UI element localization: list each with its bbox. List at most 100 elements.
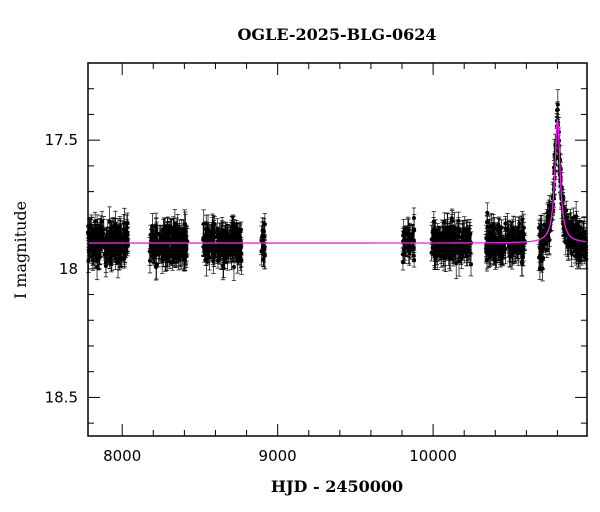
data-point	[571, 215, 576, 220]
data-point	[163, 253, 168, 258]
data-point	[259, 249, 264, 254]
data-point	[176, 233, 181, 238]
data-point	[521, 248, 526, 253]
data-point	[161, 228, 166, 233]
data-point	[113, 254, 118, 259]
data-point	[169, 227, 174, 232]
data-point	[220, 252, 225, 257]
data-point	[485, 210, 490, 215]
data-point	[231, 265, 236, 270]
data-point	[238, 245, 243, 250]
data-point	[455, 231, 460, 236]
data-point	[123, 246, 128, 251]
data-point	[516, 248, 521, 253]
data-point	[203, 234, 208, 239]
data-point	[401, 247, 406, 252]
data-point	[262, 244, 267, 249]
data-point	[184, 246, 189, 251]
data-point	[160, 259, 165, 264]
data-point	[442, 220, 447, 225]
data-point	[455, 248, 460, 253]
data-point	[108, 252, 113, 257]
data-point	[182, 235, 187, 240]
data-point	[445, 225, 450, 230]
data-point	[112, 238, 117, 243]
data-point	[464, 250, 469, 255]
data-point	[174, 254, 179, 259]
data-point	[174, 229, 179, 234]
axis-ticks	[88, 62, 587, 436]
data-point	[94, 234, 99, 239]
data-point	[446, 249, 451, 254]
data-point	[116, 260, 121, 265]
data-point	[104, 238, 109, 243]
data-point	[117, 224, 122, 229]
data-point	[459, 256, 464, 261]
data-point	[234, 225, 239, 230]
data-point	[462, 242, 467, 247]
data-point	[410, 238, 415, 243]
data-point	[459, 245, 464, 250]
data-point	[123, 236, 128, 241]
data-point	[182, 254, 187, 259]
data-point	[492, 231, 497, 236]
data-point	[469, 262, 474, 267]
data-point	[442, 233, 447, 238]
data-point	[226, 251, 231, 256]
x-tick-label: 9000	[259, 447, 297, 465]
data-point	[260, 234, 265, 239]
chart-title: OGLE-2025-BLG-0624	[237, 25, 436, 44]
data-point	[238, 238, 243, 243]
y-tick-label: 18.5	[45, 388, 78, 406]
data-point	[90, 232, 95, 237]
data-point	[401, 233, 406, 238]
data-points	[85, 89, 589, 282]
data-point	[450, 219, 455, 224]
data-point	[466, 231, 471, 236]
data-point	[225, 237, 230, 242]
data-point	[119, 257, 124, 262]
x-axis-label: HJD - 2450000	[271, 477, 403, 496]
data-point	[500, 244, 505, 249]
data-point	[202, 248, 207, 253]
data-point	[116, 236, 121, 241]
data-point	[504, 234, 509, 239]
data-point	[483, 246, 488, 251]
data-point	[107, 259, 112, 264]
data-point	[505, 226, 510, 231]
data-point	[124, 229, 129, 234]
data-point	[95, 264, 100, 269]
data-point	[118, 251, 123, 256]
data-point	[104, 250, 109, 255]
x-tick-label: 10000	[409, 447, 457, 465]
data-point	[432, 253, 437, 258]
data-point	[158, 239, 163, 244]
data-point	[408, 245, 413, 250]
data-point	[212, 222, 217, 227]
data-point	[173, 235, 178, 240]
data-point	[511, 227, 516, 232]
data-point	[496, 222, 501, 227]
data-point	[113, 222, 118, 227]
data-point	[98, 236, 103, 241]
data-point	[219, 239, 224, 244]
data-point	[93, 219, 98, 224]
data-point	[101, 227, 106, 232]
data-point	[165, 223, 170, 228]
y-tick-label: 18	[59, 260, 78, 278]
data-point	[109, 235, 114, 240]
data-point	[454, 261, 459, 266]
data-point	[175, 250, 180, 255]
data-point	[218, 232, 223, 237]
data-point	[231, 248, 236, 253]
data-point	[165, 230, 170, 235]
data-point	[148, 232, 153, 237]
data-point	[406, 231, 411, 236]
x-tick-label: 8000	[103, 447, 141, 465]
data-point	[163, 235, 168, 240]
y-tick-label: 17.5	[45, 131, 78, 149]
data-point	[222, 247, 227, 252]
data-point	[402, 251, 407, 256]
data-point	[508, 250, 513, 255]
